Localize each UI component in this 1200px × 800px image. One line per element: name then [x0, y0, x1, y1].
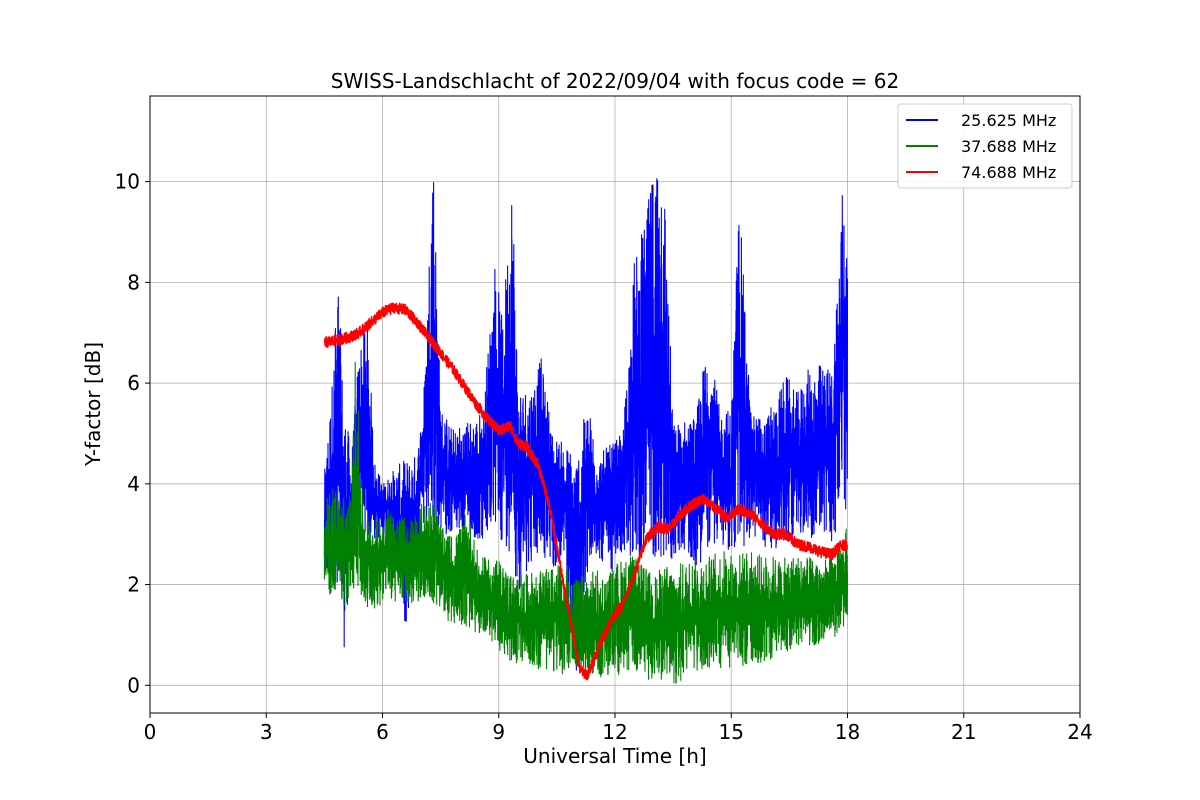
y-tick-label: 0	[127, 673, 140, 697]
plot-series	[323, 178, 849, 684]
x-tick-label: 6	[376, 720, 389, 744]
legend-label-25-625-mhz: 25.625 MHz	[961, 111, 1056, 130]
chart-title: SWISS-Landschlacht of 2022/09/04 with fo…	[331, 69, 899, 93]
series-line-37-688-mhz	[323, 361, 849, 684]
y-tick-label: 2	[127, 573, 140, 597]
x-tick-label: 0	[144, 720, 157, 744]
y-tick-label: 8	[127, 270, 140, 294]
legend: 25.625 MHz 37.688 MHz 74.688 MHz	[897, 103, 1073, 189]
y-tick-label: 6	[127, 371, 140, 395]
x-tick-label: 3	[260, 720, 273, 744]
x-tick-label: 15	[719, 720, 744, 744]
y-tick-label: 10	[115, 170, 140, 194]
y-tick-label: 4	[127, 472, 140, 496]
x-tick-label: 9	[492, 720, 505, 744]
x-tick-label: 18	[835, 720, 860, 744]
legend-label-37-688-mhz: 37.688 MHz	[961, 137, 1056, 156]
x-tick-label: 21	[951, 720, 976, 744]
x-tick-label: 12	[602, 720, 627, 744]
y-axis-label: Y-factor [dB]	[81, 342, 105, 467]
series-line-74-688-mhz	[323, 302, 849, 681]
legend-label-74-688-mhz: 74.688 MHz	[961, 163, 1056, 182]
legend-box	[897, 103, 1073, 189]
x-axis-label: Universal Time [h]	[523, 744, 706, 768]
x-tick-label: 24	[1067, 720, 1092, 744]
